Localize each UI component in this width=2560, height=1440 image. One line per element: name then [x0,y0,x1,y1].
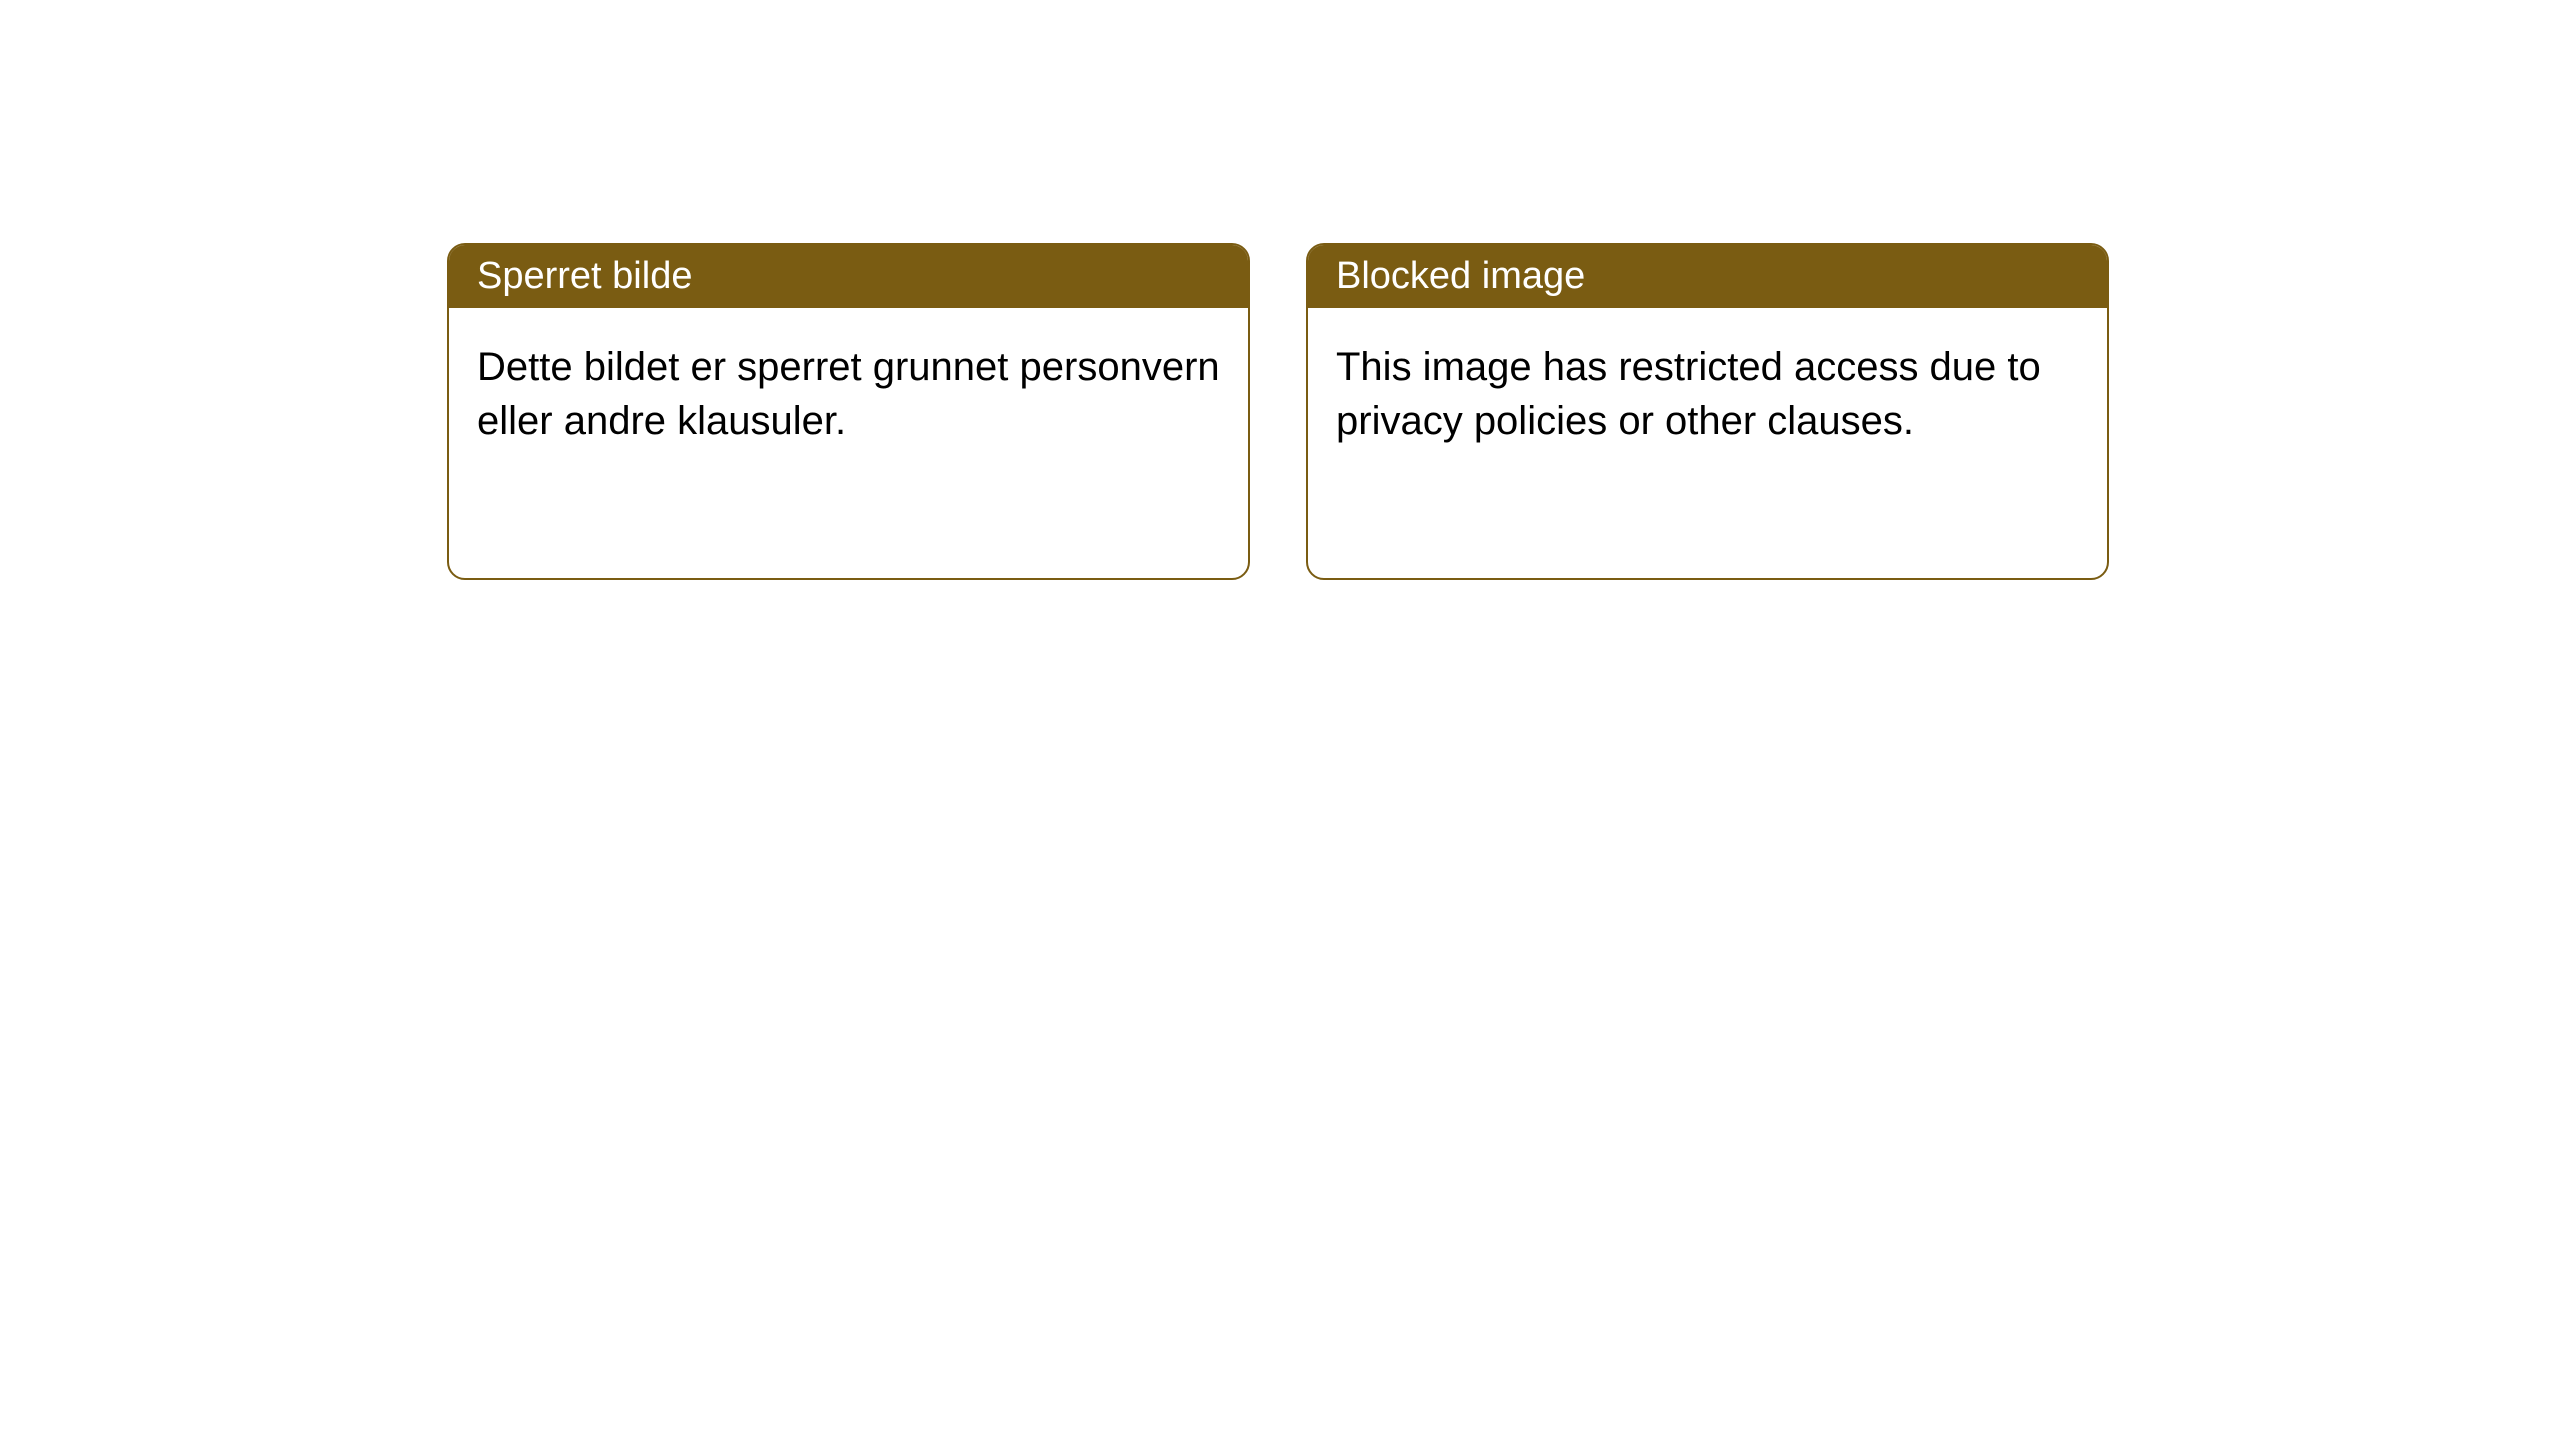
blocked-image-card-english: Blocked image This image has restricted … [1306,243,2109,580]
card-header: Sperret bilde [449,245,1248,308]
card-body: This image has restricted access due to … [1308,308,2107,578]
card-header: Blocked image [1308,245,2107,308]
card-body: Dette bildet er sperret grunnet personve… [449,308,1248,578]
notice-cards-container: Sperret bilde Dette bildet er sperret gr… [447,243,2109,580]
blocked-image-card-norwegian: Sperret bilde Dette bildet er sperret gr… [447,243,1250,580]
